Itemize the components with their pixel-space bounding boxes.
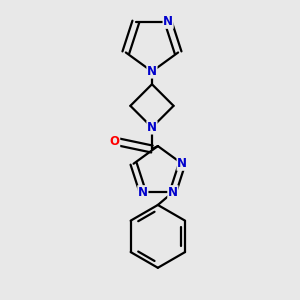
Text: N: N [147,65,157,78]
Text: N: N [177,157,187,170]
Text: O: O [110,135,120,148]
Text: N: N [147,121,157,134]
Text: N: N [168,186,178,199]
Text: N: N [138,186,148,199]
Text: N: N [163,15,173,28]
